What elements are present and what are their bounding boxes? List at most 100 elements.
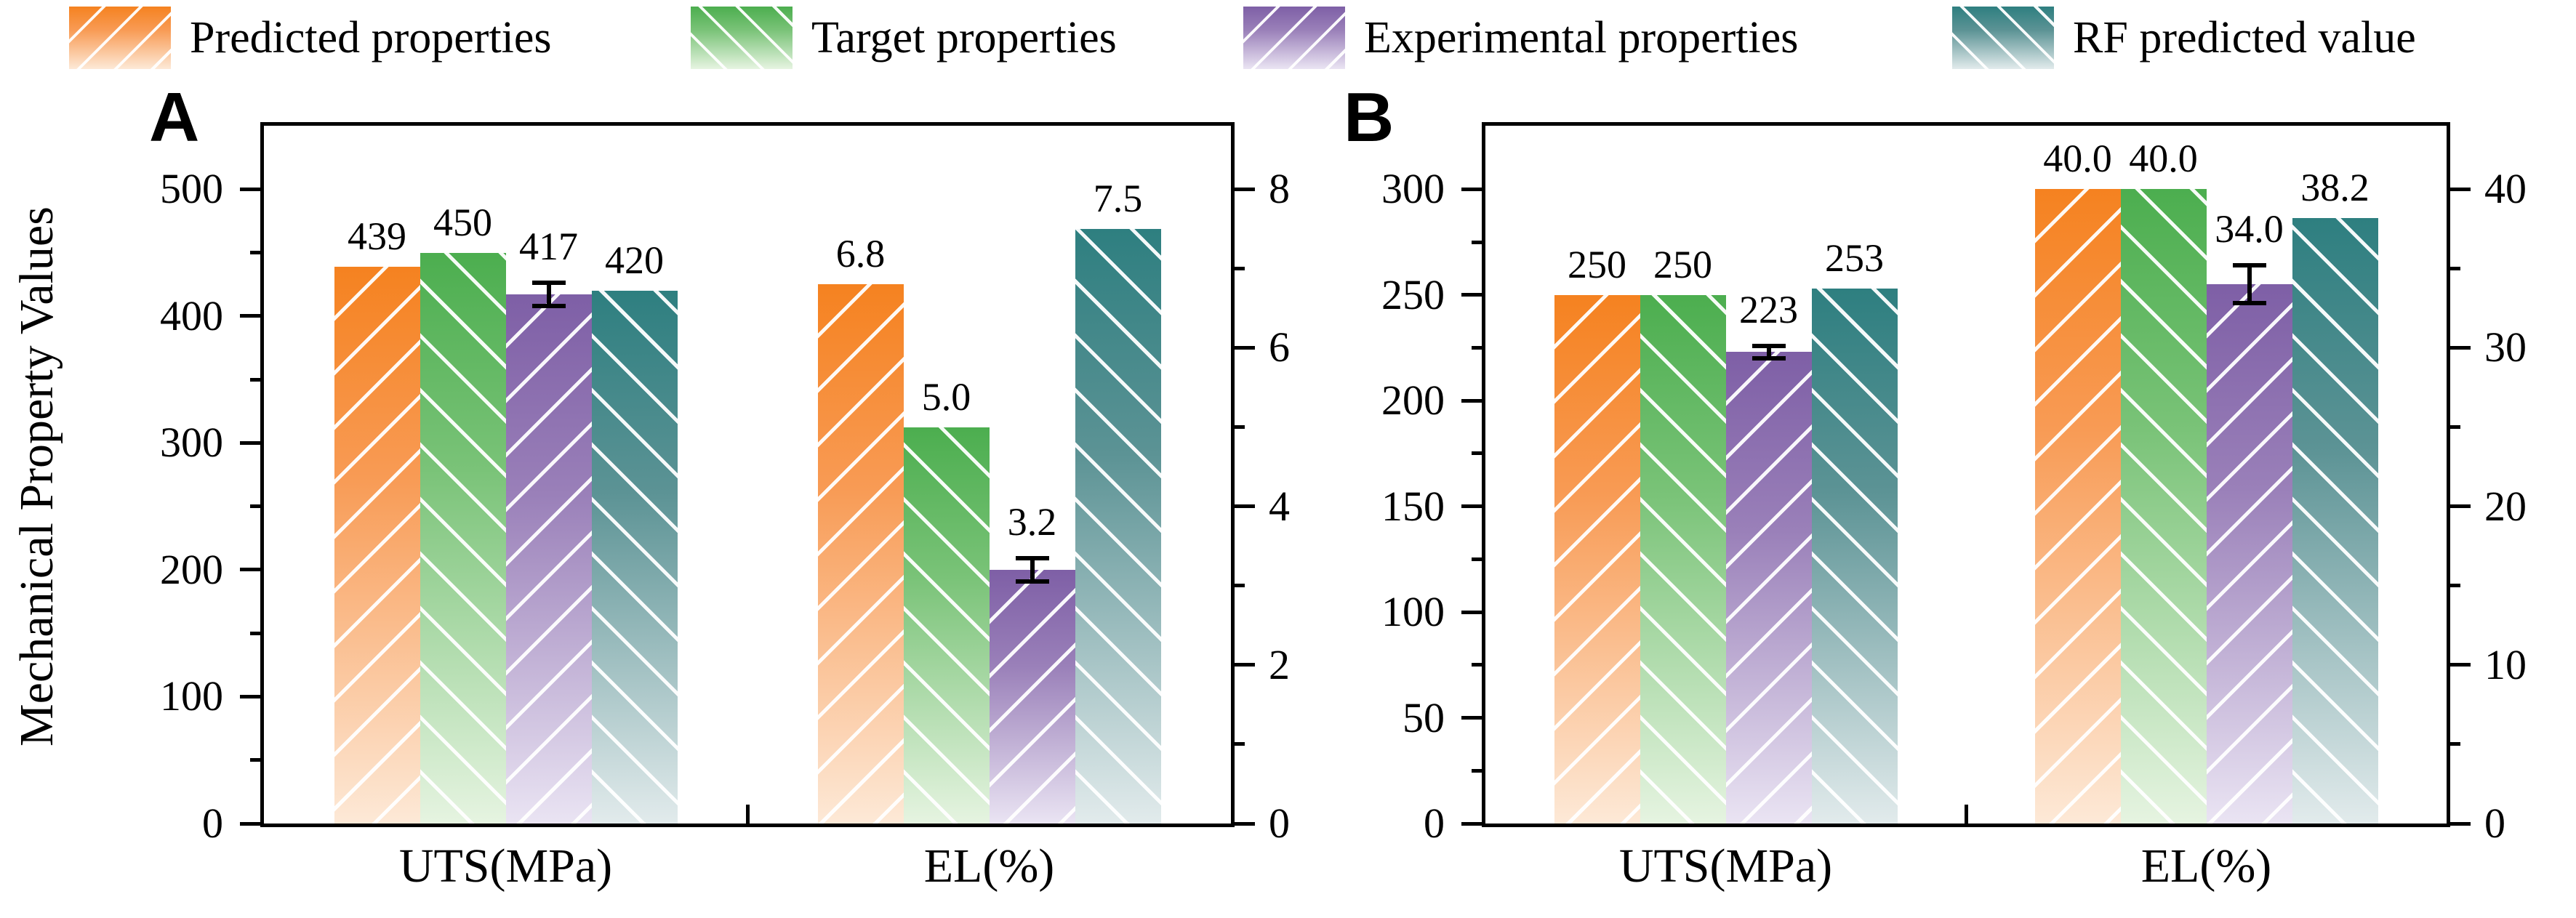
x-category-label-el: EL(%)	[923, 840, 1055, 893]
left-axis-major-tick	[1461, 610, 1482, 614]
panel-b-letter: B	[1344, 78, 1395, 156]
bar-value-label: 38.2	[2300, 165, 2370, 209]
right-axis-major-tick	[1235, 504, 1255, 509]
error-bar-line	[2247, 265, 2252, 304]
right-axis-tick-label: 30	[2484, 323, 2527, 371]
y-axis-title: Mechanical Property Values	[10, 206, 63, 746]
right-axis-tick-label: 10	[2484, 640, 2527, 688]
right-axis-tick-label: 2	[1269, 640, 1290, 688]
right-axis-major-tick	[1235, 345, 1255, 350]
left-axis-minor-tick	[1472, 345, 1482, 350]
left-axis-tick-label: 100	[160, 672, 223, 720]
bar-rf-predicted-value-uts-mpa	[591, 290, 678, 824]
error-bar-cap-bottom	[2232, 301, 2266, 306]
right-axis-major-tick	[1235, 663, 1255, 667]
x-category-label-uts-mpa: UTS(MPa)	[1618, 840, 1833, 893]
left-axis-major-tick	[240, 440, 260, 445]
bar-rf-predicted-value-uts-mpa	[1811, 289, 1898, 824]
error-bar-cap-top	[531, 281, 566, 286]
bar-target-properties-uts-mpa	[1640, 294, 1726, 824]
left-axis-major-tick	[240, 314, 260, 318]
legend-item-rf: RF predicted value	[1952, 3, 2416, 73]
bar-rf-predicted-value-el	[2292, 217, 2378, 824]
bar-value-label: 250	[1568, 242, 1626, 286]
left-axis-tick-label: 200	[1381, 377, 1445, 424]
bar-value-label: 40.0	[2043, 137, 2112, 181]
left-axis-tick-label: 0	[202, 800, 223, 847]
left-axis-minor-tick	[1472, 663, 1482, 667]
category-separator-tick	[1964, 805, 1968, 824]
bar-experimental-properties-el	[2206, 284, 2292, 824]
bar-value-label: 450	[433, 200, 492, 244]
right-axis-tick-label: 20	[2484, 482, 2527, 530]
error-bar-cap-bottom	[1015, 579, 1049, 584]
error-bar-cap-top	[1015, 555, 1049, 560]
left-axis-minor-tick	[250, 251, 260, 255]
left-axis-tick-label: 100	[1381, 588, 1445, 636]
left-axis-tick-label: 200	[160, 545, 223, 593]
right-axis-tick-label: 40	[2484, 165, 2527, 213]
right-axis-major-tick	[2450, 821, 2471, 826]
left-axis-minor-tick	[1472, 451, 1482, 456]
right-axis-major-tick	[1235, 821, 1255, 826]
right-axis-major-tick	[1235, 187, 1255, 191]
bar-value-label: 5.0	[921, 374, 971, 419]
error-bar-line	[1030, 557, 1035, 582]
left-axis-minor-tick	[250, 758, 260, 762]
bar-experimental-properties-uts-mpa	[1725, 352, 1812, 824]
left-axis-minor-tick	[250, 377, 260, 382]
bar-value-label: 7.5	[1093, 176, 1143, 220]
error-bar-cap-top	[2232, 263, 2266, 267]
bar-value-label: 3.2	[1007, 499, 1057, 544]
right-axis-minor-tick	[2450, 266, 2460, 270]
right-axis-major-tick	[2450, 187, 2471, 191]
panel-a-plot: 0 100 200 300 400 500 0 2 4 6 8 UTS(MPa) EL(%) 439 6.8…	[160, 122, 1290, 893]
bar-value-label: 6.8	[835, 232, 886, 276]
right-axis-minor-tick	[1235, 584, 1245, 588]
right-axis-minor-tick	[2450, 584, 2460, 588]
right-axis-minor-tick	[1235, 742, 1245, 746]
legend-swatch-target	[691, 7, 793, 69]
bar-predicted-properties-uts-mpa	[334, 266, 420, 824]
bar-value-label: 223	[1739, 287, 1798, 331]
panel-a-letter: A	[149, 78, 200, 156]
left-axis-tick-label: 50	[1403, 693, 1445, 741]
left-axis-tick-label: 150	[1381, 482, 1445, 530]
left-axis-minor-tick	[250, 631, 260, 635]
legend-label-rf: RF predicted value	[2073, 13, 2416, 63]
legend-label-target: Target properties	[811, 13, 1117, 63]
right-axis-tick-label: 6	[1269, 323, 1290, 371]
right-axis-major-tick	[2450, 663, 2471, 667]
right-axis-minor-tick	[1235, 425, 1245, 430]
panel-b-plot: 0 50 100 150 200 250 300 0 10 20 30 40 UTS(MPa) EL(%)…	[1381, 122, 2527, 893]
bar-value-label: 253	[1825, 236, 1884, 280]
left-axis-minor-tick	[250, 504, 260, 509]
bar-value-label: 34.0	[2215, 207, 2284, 251]
left-axis-tick-label: 400	[160, 291, 223, 339]
left-axis-major-tick	[240, 568, 260, 572]
left-axis-major-tick	[240, 694, 260, 698]
right-axis-major-tick	[2450, 345, 2471, 350]
left-axis-major-tick	[1461, 716, 1482, 720]
left-axis-minor-tick	[1472, 557, 1482, 561]
bar-value-label: 417	[519, 225, 578, 269]
error-bar-cap-bottom	[531, 303, 566, 308]
category-separator-tick	[745, 805, 750, 824]
left-axis-major-tick	[1461, 821, 1482, 826]
error-bar-cap-bottom	[1752, 356, 1786, 361]
left-axis-tick-label: 300	[160, 419, 223, 467]
x-category-label-uts-mpa: UTS(MPa)	[398, 840, 613, 893]
right-axis-major-tick	[2450, 504, 2471, 509]
bar-value-label: 439	[348, 214, 406, 258]
right-axis-tick-label: 8	[1269, 165, 1290, 213]
right-axis-minor-tick	[1235, 266, 1245, 270]
left-axis-major-tick	[1461, 293, 1482, 297]
right-axis-tick-label: 0	[1269, 800, 1290, 847]
left-axis-minor-tick	[1472, 768, 1482, 773]
legend-swatch-rf	[1952, 7, 2054, 69]
error-bar-cap-top	[1752, 343, 1786, 348]
bar-predicted-properties-el	[817, 284, 904, 824]
left-axis-major-tick	[1461, 398, 1482, 403]
left-axis-tick-label: 500	[160, 165, 223, 213]
left-axis-tick-label: 300	[1381, 165, 1445, 213]
